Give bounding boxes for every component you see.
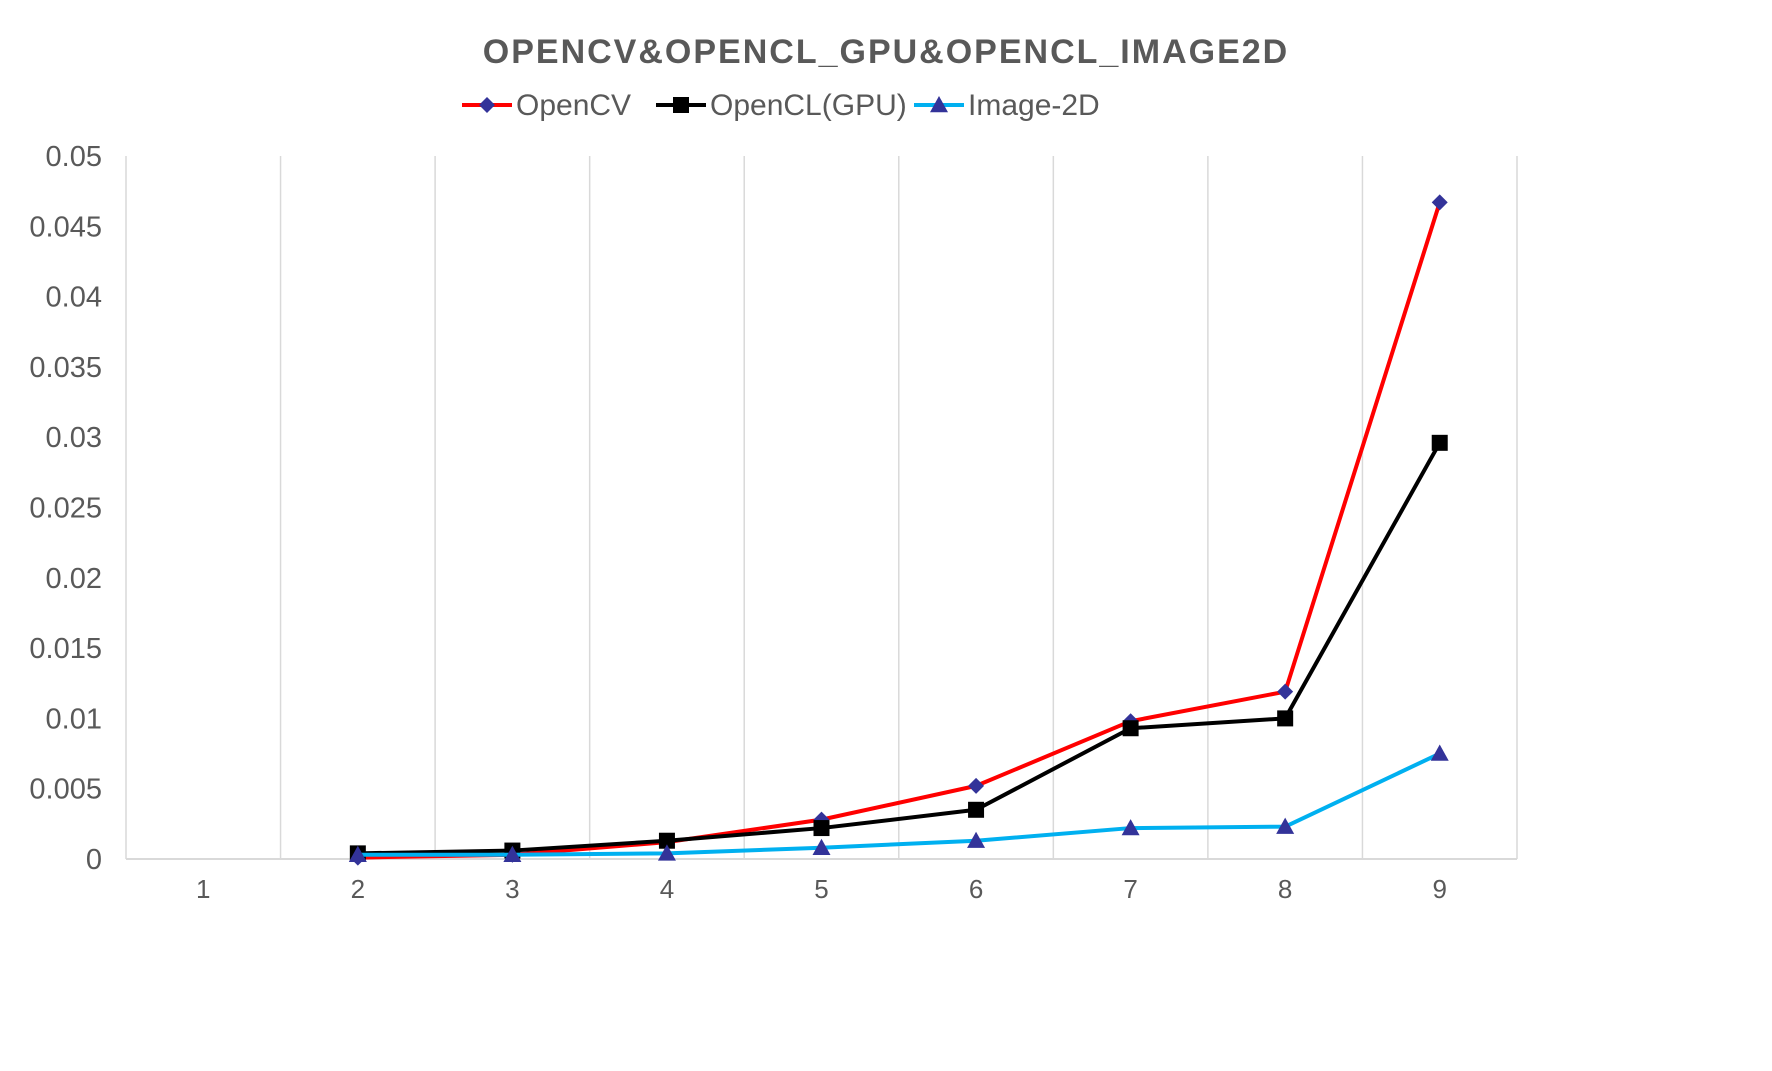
y-tick-label: 0 (86, 844, 102, 876)
data-point (348, 845, 367, 862)
x-tick-label: 5 (814, 874, 828, 904)
data-point (1276, 817, 1295, 834)
y-tick-label: 0.04 (46, 282, 102, 314)
x-axis: 1 2 3 4 5 6 7 8 9 (126, 858, 1517, 904)
series-line (357, 751, 1441, 857)
y-tick-label: 0.03 (46, 422, 102, 454)
x-tick-label: 6 (969, 874, 983, 904)
y-tick-label: 0.05 (46, 141, 102, 173)
legend-marker (930, 96, 948, 113)
legend-label: OpenCV (516, 89, 631, 122)
data-point (1122, 720, 1139, 737)
data-point (812, 838, 831, 855)
x-tick-label: 8 (1278, 874, 1292, 904)
legend-label: OpenCL(GPU) (710, 89, 907, 122)
data-point (1431, 194, 1448, 211)
data-point (813, 820, 830, 837)
legend-marker (673, 97, 689, 113)
data-point (1277, 683, 1294, 700)
chart-title: OPENCV&OPENCL_GPU&OPENCL_IMAGE2D (483, 33, 1289, 71)
y-tick-label: 0.02 (46, 563, 102, 595)
grid (125, 156, 1518, 859)
y-tick-label: 0.025 (29, 493, 102, 525)
data-point (1121, 819, 1140, 836)
x-tick-label: 2 (351, 874, 365, 904)
y-axis: 0 0.005 0.01 0.015 0.02 0.025 0.03 0.035 0.04 0.0… (29, 141, 102, 876)
data-point (503, 845, 522, 862)
x-tick-label: 9 (1432, 874, 1446, 904)
y-tick-label: 0.015 (29, 633, 102, 665)
data-point (967, 831, 986, 848)
legend: OpenCV OpenCL(GPU) Image-2D (462, 89, 1100, 122)
x-tick-label: 4 (660, 874, 674, 904)
data-point (968, 801, 985, 818)
legend-marker (479, 97, 495, 113)
x-tick-label: 7 (1123, 874, 1137, 904)
data-point (1430, 744, 1449, 761)
data-point (1277, 710, 1294, 727)
legend-label: Image-2D (968, 89, 1100, 122)
legend-item: OpenCV (462, 89, 631, 122)
data-point (968, 777, 985, 794)
x-tick-label: 3 (505, 874, 519, 904)
series-layer (348, 194, 1449, 866)
y-tick-label: 0.005 (29, 774, 102, 806)
data-point (1431, 434, 1448, 451)
legend-item: Image-2D (914, 89, 1100, 122)
legend-item: OpenCL(GPU) (656, 89, 907, 122)
x-tick-label: 1 (196, 874, 210, 904)
data-point (657, 844, 676, 861)
y-tick-label: 0.01 (46, 703, 102, 735)
y-tick-label: 0.035 (29, 352, 102, 384)
series-1 (349, 434, 1448, 862)
y-tick-label: 0.045 (29, 211, 102, 243)
series-2 (348, 744, 1449, 862)
series-line (357, 441, 1442, 856)
data-point (658, 832, 675, 849)
